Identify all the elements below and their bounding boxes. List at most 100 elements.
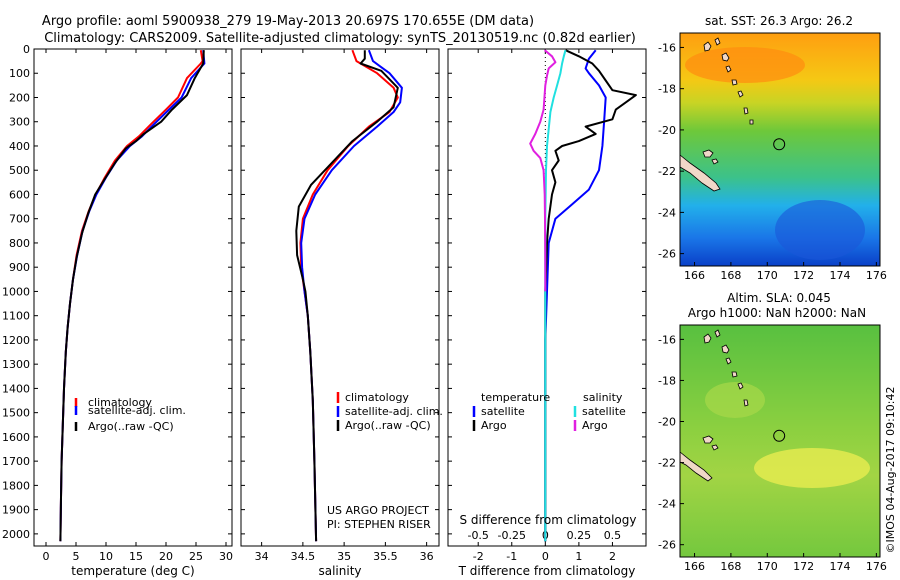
legend-argo-label: Argo(..raw -QC) [88, 420, 174, 433]
x-tick-label: 5 [73, 550, 80, 563]
legend-climatology-label: climatology [345, 391, 409, 404]
x-tick-label: -2 [473, 550, 484, 563]
depth-tick-label: 400 [9, 140, 30, 153]
imos-credit: ©IMOS 04-Aug-2017 09:10:42 [884, 387, 897, 554]
lat-tick-label: -22 [658, 457, 676, 470]
temperature-series [59, 50, 206, 542]
lat-tick-label: -24 [658, 498, 676, 511]
depth-tick-label: 900 [9, 261, 30, 274]
lat-tick-label: -26 [658, 248, 676, 261]
depth-tick-label: 1700 [2, 455, 30, 468]
lon-tick-label: 172 [793, 560, 814, 573]
temperature-tick-labels: 0 5 10 15 20 25 30 [34, 48, 233, 563]
lon-tick-label: 166 [684, 269, 705, 282]
t-difference-tick-labels: -2 -1 0 1 2 [448, 48, 646, 563]
depth-tick-label: 1400 [2, 382, 30, 395]
s-difference-tick-label: -0.25 [498, 529, 526, 542]
x-tick-label: 15 [129, 550, 143, 563]
depth-tick-label: 1800 [2, 479, 30, 492]
series-line-argo [529, 49, 557, 292]
lon-tick-label: 174 [830, 560, 851, 573]
lat-tick-label: -20 [658, 124, 676, 137]
difference-series [529, 49, 637, 546]
sst-cool-patch [775, 200, 865, 260]
depth-tick-label: 1600 [2, 431, 30, 444]
series-line-satellite [544, 49, 567, 542]
salinity-axes-frame [240, 48, 440, 547]
project-credit-line1: US ARGO PROJECT [327, 504, 429, 517]
series-line-argo [544, 49, 637, 542]
depth-tick-label: 0 [23, 43, 30, 56]
depth-tick-label: 1200 [2, 334, 30, 347]
series-line-argo-raw-qc- [59, 50, 205, 542]
lat-tick-label: -18 [658, 83, 676, 96]
s-difference-axis-label: S difference from climatology [460, 513, 637, 527]
sst-coastline [679, 37, 754, 192]
sla-lat-tick-labels: -16 -18 -20 -22 -24 -26 [658, 333, 684, 552]
legend-satellite-label: satellite-adj. clim. [88, 404, 186, 417]
project-credit-line2: PI: STEPHEN RISER [327, 518, 431, 531]
t-difference-axis-label: T difference from climatology [458, 564, 636, 578]
lon-tick-label: 170 [757, 560, 778, 573]
salinity-axis-label: salinity [318, 564, 361, 578]
salinity-tick-labels: 34 34.5 35 35.5 36 [241, 48, 439, 563]
x-tick-label: 34.5 [291, 550, 316, 563]
x-tick-label: 2 [609, 550, 616, 563]
lat-tick-label: -16 [658, 41, 676, 54]
x-tick-label: 35.5 [373, 550, 398, 563]
s-difference-tick-label: -0.5 [467, 529, 488, 542]
depth-tick-label: 800 [9, 237, 30, 250]
lat-tick-label: -18 [658, 374, 676, 387]
temperature-axis-label: temperature (deg C) [71, 564, 194, 578]
series-line-argo-raw-qc- [295, 50, 399, 542]
sla-map-title: Altim. SLA: 0.045 [727, 291, 831, 305]
depth-tick-label: 600 [9, 188, 30, 201]
lon-tick-label: 174 [830, 269, 851, 282]
legend-s-satellite-label: satellite [582, 405, 626, 418]
legend-salinity-title: salinity [583, 391, 623, 404]
lon-tick-label: 176 [866, 269, 887, 282]
sst-lon-tick-labels: 166 168 170 172 174 176 [684, 262, 887, 282]
temperature-panel: 0100200300400500600700800900100011001200… [2, 43, 233, 578]
sst-map-title: sat. SST: 26.3 Argo: 26.2 [705, 14, 853, 28]
x-tick-label: 25 [189, 550, 203, 563]
lon-tick-label: 166 [684, 560, 705, 573]
x-tick-label: 36 [420, 550, 434, 563]
lat-tick-label: -24 [658, 206, 676, 219]
depth-tick-labels: 0 100 200 300 400 500 600 700 800 900 1000 1100 1200… [2, 43, 30, 541]
legend-s-argo-label: Argo [582, 419, 608, 432]
legend-t-satellite-label: satellite [481, 405, 525, 418]
sla-high-patch [754, 448, 870, 488]
x-tick-label: 1 [575, 550, 582, 563]
salinity-panel: 34 34.5 35 35.5 36 salinity climatology sate… [240, 48, 443, 578]
lon-tick-label: 168 [720, 560, 741, 573]
x-tick-label: -1 [506, 550, 517, 563]
lat-tick-label: -20 [658, 415, 676, 428]
depth-tick-label: 500 [9, 164, 30, 177]
salinity-series [295, 49, 403, 542]
lon-tick-label: 170 [757, 269, 778, 282]
depth-tick-label: 200 [9, 91, 30, 104]
depth-tick-label: 1100 [2, 310, 30, 323]
figure-title-line1: Argo profile: aoml 5900938_279 19-May-20… [42, 14, 534, 29]
difference-legend: temperature salinity satellite Argo sate… [472, 391, 626, 432]
depth-tick-label: 300 [9, 116, 30, 129]
sst-lat-tick-labels: -16 -18 -20 -22 -24 -26 [658, 41, 684, 261]
salinity-legend: climatology satellite-adj. clim. Argo(..… [336, 391, 443, 432]
s-difference-tick-label: 0.25 [567, 529, 592, 542]
lat-tick-label: -16 [658, 333, 676, 346]
sla-mid-patch [705, 382, 765, 418]
temperature-axes-frame [33, 48, 233, 547]
sla-map-frame [679, 324, 881, 558]
x-tick-label: 0 [542, 550, 549, 563]
legend-temperature-title: temperature [481, 391, 550, 404]
sst-map: sat. SST: 26.3 Argo: 26.2 166 168 170 172 17… [658, 14, 887, 282]
lon-tick-label: 172 [793, 269, 814, 282]
lon-tick-label: 168 [720, 269, 741, 282]
sst-map-frame [679, 32, 881, 267]
legend-climatology-label: climatology [88, 396, 152, 409]
lon-tick-label: 176 [866, 560, 887, 573]
difference-panel: -2 -1 0 1 2 -0.5 -0.25 0 0.25 0.5 T difference f… [447, 48, 647, 578]
sla-map-subtitle: Argo h1000: NaN h2000: NaN [688, 306, 866, 320]
